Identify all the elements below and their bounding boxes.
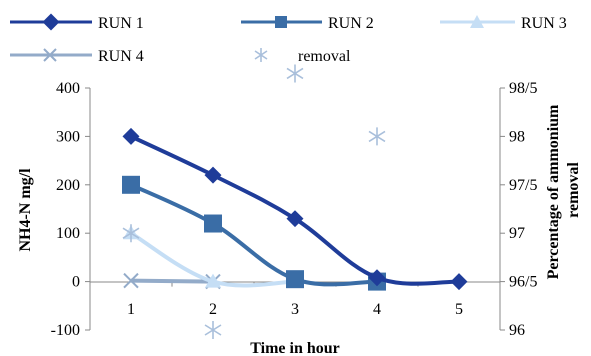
x-tick-label: 4 <box>373 301 381 318</box>
legend-run-4: RUN 4 <box>10 48 144 65</box>
data-point <box>204 166 222 184</box>
y-tick-label: 0 <box>72 274 80 291</box>
axes <box>89 88 501 330</box>
y-tick-label: -100 <box>51 322 80 339</box>
y-tick-label: 200 <box>56 177 80 194</box>
series-removal <box>122 64 386 339</box>
legend-label: removal <box>298 48 351 65</box>
x-tick-label: 3 <box>291 301 299 318</box>
data-point <box>122 224 140 243</box>
y2-tick-label: 98 <box>509 128 525 145</box>
legend-run-1: RUN 1 <box>10 13 144 32</box>
data-point <box>286 64 304 83</box>
y2-tick-label: 96/5 <box>509 274 537 291</box>
y2-axis-title-line2: removal <box>565 162 582 218</box>
y2-tick-label: 96 <box>509 322 525 339</box>
data-point <box>122 127 140 145</box>
series-run-3 <box>123 225 303 288</box>
legend-label: RUN 2 <box>328 15 374 32</box>
data-point <box>205 273 221 288</box>
legend-label: RUN 1 <box>98 15 144 32</box>
y2-tick-label: 97/5 <box>509 177 537 194</box>
y-tick-label: 400 <box>56 80 80 97</box>
data-point <box>368 269 386 287</box>
data-point <box>450 273 468 291</box>
y-tick-label: 100 <box>56 225 80 242</box>
series-run-1 <box>122 127 468 291</box>
series-line <box>130 134 460 286</box>
y2-tick-label: 97 <box>509 225 525 242</box>
data-point <box>122 175 140 194</box>
data-point <box>204 214 222 233</box>
series-line <box>130 182 378 287</box>
data-point <box>123 272 139 289</box>
y2-ticks: 96 96/5 97 97/5 98 98/5 <box>500 80 537 339</box>
series-run-2 <box>122 175 386 291</box>
x-tick-label: 2 <box>209 301 217 318</box>
legend: RUN 1 RUN 2 RUN 3 RUN 4 removal <box>10 13 567 65</box>
data-point <box>204 321 222 339</box>
data-point <box>286 210 304 228</box>
x-tick-label: 5 <box>455 301 463 318</box>
y2-axis-title: Percentage of ammonium removal <box>545 101 582 280</box>
data-point <box>286 270 304 289</box>
data-point <box>368 127 386 146</box>
y-ticks: -100 0 100 200 300 400 <box>51 80 90 339</box>
y-axis-title: NH4-N mg/l <box>17 168 34 252</box>
legend-removal: removal <box>254 48 351 65</box>
y2-axis-title-line1: Percentage of ammonium <box>545 104 562 279</box>
legend-run-3: RUN 3 <box>440 15 567 32</box>
legend-label: RUN 3 <box>521 15 567 32</box>
legend-label: RUN 4 <box>98 48 144 65</box>
x-axis-title: Time in hour <box>250 340 340 356</box>
y2-tick-label: 98/5 <box>509 80 537 97</box>
plot-area <box>122 64 468 339</box>
legend-run-2: RUN 2 <box>241 15 374 32</box>
series-line <box>130 278 214 284</box>
y-tick-label: 300 <box>56 128 80 145</box>
x-tick-label: 1 <box>127 301 135 318</box>
